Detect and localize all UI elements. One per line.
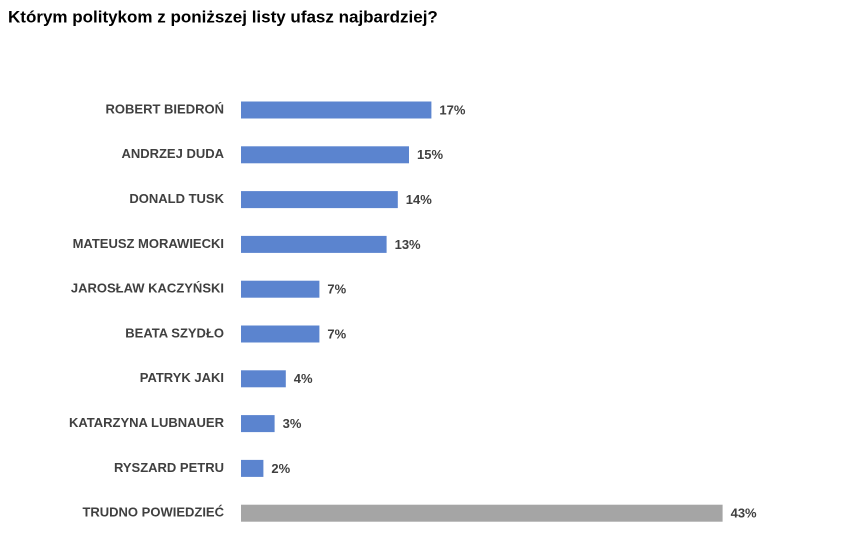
- value-label: 13%: [395, 237, 421, 252]
- bar: [241, 101, 432, 119]
- category-label: KATARZYNA LUBNAUER: [69, 415, 225, 430]
- bar: [241, 235, 387, 253]
- bar: [241, 146, 409, 164]
- category-label: RYSZARD PETRU: [114, 460, 224, 475]
- bar: [241, 280, 320, 298]
- value-label: 7%: [327, 282, 346, 297]
- category-label: TRUDNO POWIEDZIEĆ: [82, 505, 224, 520]
- value-label: 17%: [439, 102, 465, 117]
- category-label: ROBERT BIEDROŃ: [106, 101, 224, 116]
- value-label: 43%: [731, 506, 757, 521]
- category-label: BEATA SZYDŁO: [125, 325, 224, 340]
- value-label: 2%: [271, 461, 290, 476]
- category-label: MATEUSZ MORAWIECKI: [73, 236, 224, 251]
- category-label: PATRYK JAKI: [140, 370, 224, 385]
- value-label: 15%: [417, 147, 443, 162]
- value-label: 3%: [283, 416, 302, 431]
- bar: [241, 504, 723, 522]
- bar: [241, 415, 275, 433]
- category-label: ANDRZEJ DUDA: [121, 146, 224, 161]
- value-label: 7%: [327, 326, 346, 341]
- chart-title: Którym politykom z poniższej listy ufasz…: [8, 7, 438, 26]
- category-label: DONALD TUSK: [129, 191, 224, 206]
- value-label: 4%: [294, 371, 313, 386]
- category-label: JAROSŁAW KACZYŃSKI: [71, 281, 224, 296]
- value-label: 14%: [406, 192, 432, 207]
- bar: [241, 191, 398, 209]
- bar: [241, 370, 286, 388]
- bar: [241, 325, 320, 343]
- bar: [241, 459, 264, 477]
